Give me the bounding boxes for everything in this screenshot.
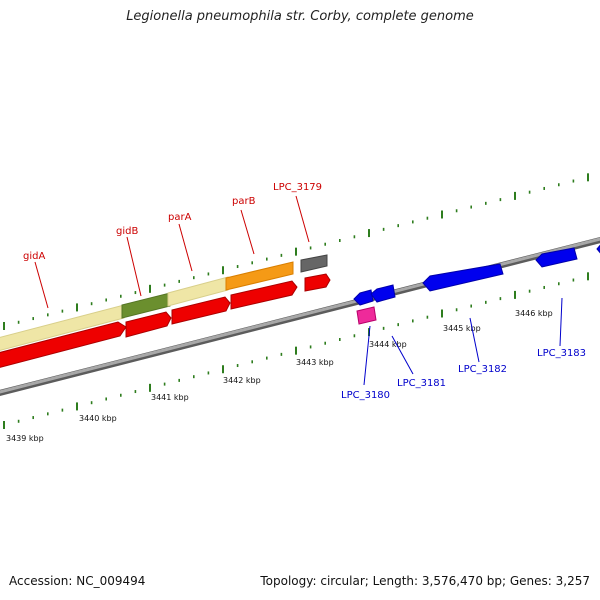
gene-label-parb: parB <box>232 196 256 207</box>
gene-label-para: parA <box>168 212 192 223</box>
cds-arrow <box>596 244 600 254</box>
scale-labels: 3439 kbp 3440 kbp 3441 kbp 3442 kbp 3443… <box>6 309 553 443</box>
cds-arrow <box>230 280 298 310</box>
upper-tick-track <box>3 173 589 330</box>
scale-label: 3446 kbp <box>515 309 553 318</box>
cds-arrow <box>171 296 231 325</box>
cds-arrow <box>535 247 578 268</box>
lower-tick-track <box>3 272 589 429</box>
topology-summary: Topology: circular; Length: 3,576,470 bp… <box>260 574 590 588</box>
gene-label-gidb: gidB <box>116 226 138 237</box>
accession-text: Accession: NC_009494 <box>9 574 146 588</box>
forward-cds-arrows[interactable] <box>0 273 331 370</box>
cds-arrow <box>125 311 172 338</box>
genome-backbone <box>0 236 600 397</box>
cds-arrow <box>0 321 127 368</box>
rna-feature[interactable] <box>356 306 377 325</box>
scale-label: 3443 kbp <box>296 358 334 367</box>
gene-label-gida: gidA <box>23 251 45 262</box>
cds-arrow <box>422 263 504 292</box>
reverse-gene-labels[interactable] <box>363 297 563 386</box>
gene-label-lpc3181: LPC_3181 <box>397 378 446 389</box>
forward-gene-labels[interactable] <box>34 195 310 309</box>
gene-label-lpc3179: LPC_3179 <box>273 182 322 193</box>
region-parb <box>225 261 294 291</box>
map-title: Legionella pneumophila str. Corby, compl… <box>126 9 474 24</box>
region-lpc3179 <box>300 254 328 273</box>
gene-label-lpc3182: LPC_3182 <box>458 364 507 375</box>
scale-label: 3441 kbp <box>151 393 189 402</box>
gene-label-lpc3180: LPC_3180 <box>341 390 390 401</box>
gene-label-lpc3183: LPC_3183 <box>537 348 586 359</box>
cds-arrow <box>304 273 331 292</box>
scale-label: 3445 kbp <box>443 324 481 333</box>
scale-label: 3439 kbp <box>6 434 44 443</box>
gene-region-bars <box>0 254 328 351</box>
cds-arrow <box>370 284 396 303</box>
scale-label: 3440 kbp <box>79 414 117 423</box>
scale-label: 3444 kbp <box>369 340 407 349</box>
region-gidb <box>121 292 171 319</box>
scale-label: 3442 kbp <box>223 376 261 385</box>
reverse-cds-arrows[interactable] <box>353 241 600 306</box>
